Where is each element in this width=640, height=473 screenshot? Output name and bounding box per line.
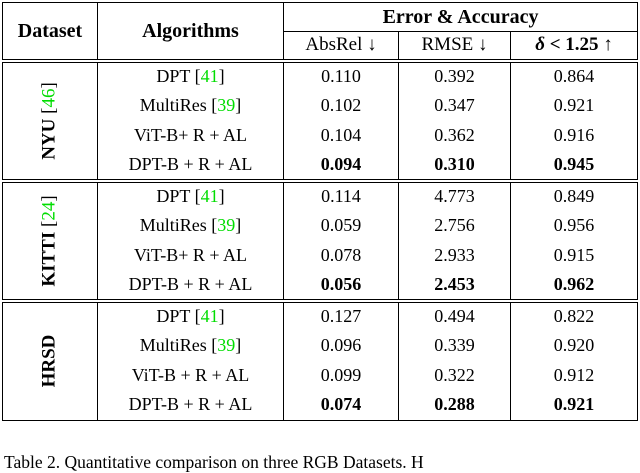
absrel-value: 0.099 [283,360,399,391]
algorithm-name: DPT-B + R + AL [128,153,253,174]
table-row-best: DPT-B + R + AL [] 0.056 2.453 0.962 [3,270,639,303]
column-header-rmse: RMSE ↓ [398,31,511,63]
rmse-value: 2.756 [398,210,511,241]
header-row-group: Dataset Algorithms Error & Accuracy [2,2,639,63]
citation-link[interactable]: [39] [211,214,242,235]
rmse-value: 0.347 [398,90,511,121]
rmse-value: 0.322 [398,360,511,391]
algorithm-cell: DPT [41] [97,60,284,91]
delta-value: 0.921 [509,90,639,121]
citation-link[interactable]: [39] [211,94,242,115]
rmse-value: 0.494 [398,300,511,331]
delta-value: 0.921 [509,390,639,421]
table-row: KITTI [24] DPT [41] 0.114 4.773 0.849 [2,180,639,303]
column-header-dataset: Dataset [2,2,98,63]
rmse-value: 0.362 [398,120,511,151]
algorithm-name: ViT-B + R + AL [131,364,250,385]
rmse-value: 4.773 [398,180,511,211]
dataset-label-hrsd: HRSD [] [2,300,98,421]
table-row-best: DPT-B + R + AL [] 0.094 0.310 0.945 [3,150,639,183]
dataset-name: NYU [38,118,60,160]
algorithm-name: MultiRes [139,214,207,235]
table-row: MultiRes [39] 0.102 0.347 0.921 [3,90,639,121]
dataset-label-nyu: NYU [46] [2,60,98,183]
column-header-absrel: AbsRel ↓ [283,31,399,63]
results-table: Dataset Algorithms Error & Accuracy AbsR… [2,2,639,421]
algorithm-cell: DPT [41] [97,300,284,331]
algorithm-cell: DPT [41] [97,180,284,211]
citation-link[interactable]: [39] [211,334,242,355]
algorithm-name: DPT-B + R + AL [128,273,253,294]
table-row: MultiRes [39] 0.096 0.339 0.920 [3,330,639,361]
table-row: ViT-B+ R + AL [] 0.104 0.362 0.916 [3,120,639,151]
algorithm-cell: ViT-B + R + AL [] [97,360,284,391]
delta-value: 0.822 [509,300,639,331]
citation-link[interactable]: [41] [194,305,225,326]
table-caption: Table 2. Quantitative comparison on thre… [4,452,424,472]
column-header-algorithms: Algorithms [97,2,284,63]
absrel-value: 0.059 [283,210,399,241]
column-header-delta: δ < 1.25 ↑ [509,31,639,63]
table-row: HRSD [] DPT [41] 0.127 0.494 0.822 [2,300,639,421]
rmse-value: 2.933 [398,240,511,271]
delta-value: 0.962 [509,270,639,303]
dataset-name: HRSD [38,334,60,388]
absrel-value: 0.078 [283,240,399,271]
absrel-value: 0.102 [283,90,399,121]
delta-value: 0.920 [509,330,639,361]
delta-value: 0.916 [509,120,639,151]
rmse-value: 2.453 [398,270,511,303]
algorithm-cell: MultiRes [39] [97,90,284,121]
absrel-value: 0.114 [283,180,399,211]
delta-value: 0.915 [509,240,639,271]
delta-value: 0.945 [509,150,639,183]
algorithm-name: MultiRes [139,334,207,355]
delta-value: 0.956 [509,210,639,241]
dataset-citation[interactable]: [24] [38,194,60,227]
citation-link[interactable]: [41] [194,65,225,86]
algorithm-cell: MultiRes [39] [97,210,284,241]
algorithm-cell: DPT-B + R + AL [] [97,390,284,421]
delta-value: 0.912 [509,360,639,391]
absrel-value: 0.127 [283,300,399,331]
dataset-label-kitti: KITTI [24] [2,180,98,303]
table-row: ViT-B + R + AL [] 0.099 0.322 0.912 [3,360,639,391]
absrel-value: 0.104 [283,120,399,151]
algorithm-name: DPT [156,305,191,326]
absrel-value: 0.110 [283,60,399,91]
algorithm-cell: DPT-B + R + AL [] [97,270,284,303]
table-row-best: DPT-B + R + AL [] 0.074 0.288 0.921 [3,390,639,421]
table-row: MultiRes [39] 0.059 2.756 0.956 [3,210,639,241]
absrel-value: 0.056 [283,270,399,303]
dataset-citation[interactable]: [46] [38,81,60,114]
rmse-value: 0.339 [398,330,511,361]
table-row: NYU [46] DPT [41] 0.110 0.392 0.864 [2,60,639,183]
header-row-metrics: AbsRel ↓ RMSE ↓ δ < 1.25 ↑ [3,31,639,63]
algorithm-name: ViT-B+ R + AL [133,244,248,265]
dataset-name: KITTI [38,231,60,287]
algorithm-name: DPT [156,185,191,206]
table-row: ViT-B+ R + AL [] 0.078 2.933 0.915 [3,240,639,271]
algorithm-name: DPT [156,65,191,86]
absrel-value: 0.094 [283,150,399,183]
rmse-value: 0.288 [398,390,511,421]
algorithm-cell: MultiRes [39] [97,330,284,361]
delta-threshold: < 1.25 ↑ [544,33,613,55]
algorithm-cell: ViT-B+ R + AL [] [97,240,284,271]
delta-value: 0.864 [509,60,639,91]
algorithm-cell: DPT-B + R + AL [] [97,150,284,183]
algorithm-cell: ViT-B+ R + AL [] [97,120,284,151]
delta-symbol: δ [535,33,545,55]
rmse-value: 0.392 [398,60,511,91]
absrel-value: 0.096 [283,330,399,361]
algorithm-name: MultiRes [139,94,207,115]
absrel-value: 0.074 [283,390,399,421]
rmse-value: 0.310 [398,150,511,183]
citation-link[interactable]: [41] [194,185,225,206]
column-group-header-error-accuracy: Error & Accuracy [282,2,639,32]
delta-value: 0.849 [509,180,639,211]
algorithm-name: DPT-B + R + AL [128,394,253,415]
algorithm-name: ViT-B+ R + AL [133,124,248,145]
